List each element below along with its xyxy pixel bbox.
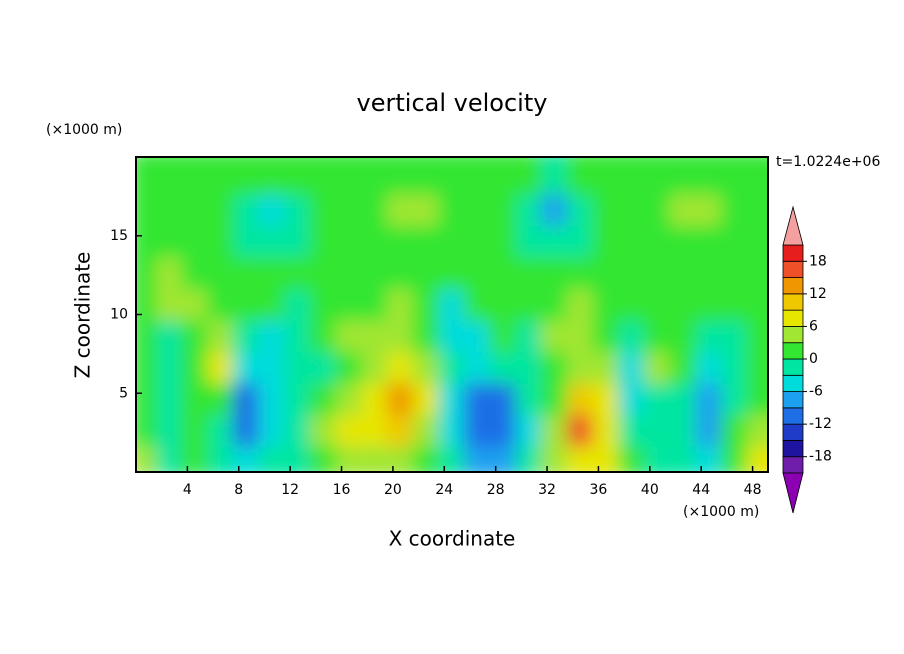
y-tick-label: 5 <box>119 385 128 401</box>
x-tick-label: 20 <box>384 482 402 498</box>
contour-field <box>136 157 768 472</box>
colorbar-box <box>782 260 804 278</box>
colorbar-box <box>782 326 804 344</box>
x-tick-label: 36 <box>590 482 608 498</box>
time-label: t=1.0224e+06 <box>776 154 880 170</box>
colorbar-tick-label: 18 <box>809 253 827 269</box>
colorbar-box <box>782 456 804 474</box>
x-unit: (×1000 m) <box>683 504 759 520</box>
x-tick-label: 32 <box>538 482 556 498</box>
colorbar-under <box>782 472 804 514</box>
chart-title: vertical velocity <box>357 89 548 117</box>
colorbar-box <box>782 358 804 376</box>
colorbar-box <box>782 293 804 311</box>
colorbar-tick-label: 0 <box>809 351 818 367</box>
colorbar-tick-label: -6 <box>809 384 823 400</box>
colorbar-box <box>782 244 804 262</box>
colorbar-box <box>782 391 804 409</box>
x-tick-label: 12 <box>281 482 299 498</box>
field-cell <box>746 157 768 195</box>
colorbar-over <box>782 205 804 246</box>
x-tick-label: 16 <box>333 482 351 498</box>
x-tick-label: 8 <box>234 482 243 498</box>
x-tick-label: 24 <box>435 482 453 498</box>
colorbar-box <box>782 374 804 392</box>
colorbar-box <box>782 423 804 441</box>
x-tick-label: 40 <box>641 482 659 498</box>
colorbar-box <box>782 277 804 295</box>
y-axis-label: Z coordinate <box>71 252 95 379</box>
x-tick-label: 48 <box>744 482 762 498</box>
y-tick-label: 15 <box>110 228 128 244</box>
colorbar-tick-label: -12 <box>809 416 832 432</box>
y-tick-label: 10 <box>110 307 128 323</box>
colorbar-box <box>782 440 804 458</box>
colorbar-box <box>782 407 804 425</box>
colorbar-box <box>782 309 804 327</box>
y-unit: (×1000 m) <box>46 122 122 138</box>
colorbar-tick-label: 12 <box>809 286 827 302</box>
x-tick-label: 28 <box>487 482 505 498</box>
x-tick-label: 4 <box>183 482 192 498</box>
x-tick-label: 44 <box>692 482 710 498</box>
field-cells <box>136 157 768 472</box>
colorbar-box <box>782 342 804 360</box>
colorbar-tick-label: 6 <box>809 318 818 334</box>
colorbar-tick-label: -18 <box>809 449 832 465</box>
x-axis-label: X coordinate <box>389 527 516 551</box>
